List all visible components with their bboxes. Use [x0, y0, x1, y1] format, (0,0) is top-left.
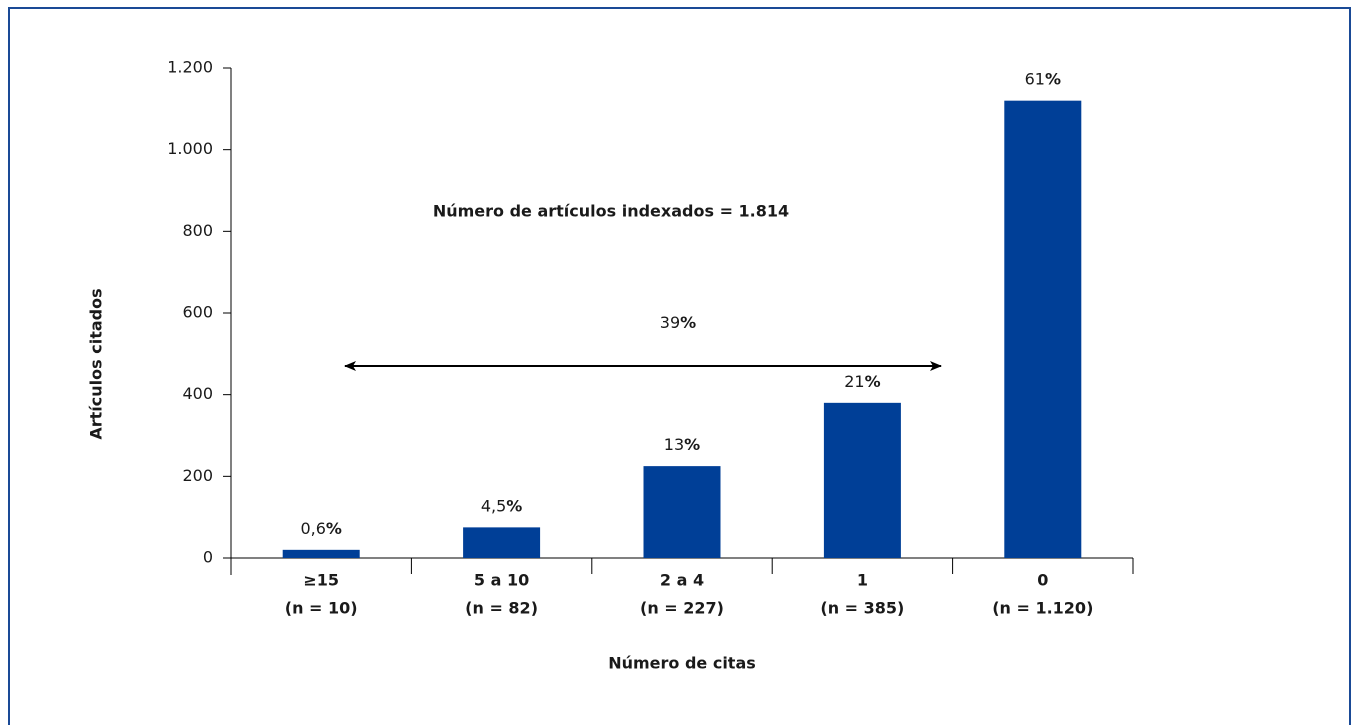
x-tick-note: (n = 1.120): [992, 599, 1093, 618]
y-axis-label: Artículos citados: [87, 288, 106, 439]
y-tick-label: 1.200: [167, 58, 213, 77]
x-tick-label: 5 a 10: [474, 571, 529, 590]
bar-label: 21%: [844, 371, 880, 390]
x-tick-label: 2 a 4: [660, 571, 704, 590]
x-tick-label: 0: [1037, 571, 1048, 590]
bar-label: 61%: [1025, 69, 1061, 88]
x-tick-label: 1: [857, 571, 868, 590]
x-tick-note: (n = 82): [465, 599, 538, 618]
bar-label: 13%: [664, 435, 700, 454]
x-tick-note: (n = 227): [640, 599, 724, 618]
y-tick-label: 400: [182, 384, 213, 403]
bar-label: 4,5%: [481, 496, 522, 515]
frame: [8, 7, 1351, 725]
bar: [282, 549, 360, 558]
x-tick-note: (n = 385): [820, 599, 904, 618]
y-tick-label: 1.000: [167, 139, 213, 158]
x-axis-label: Número de citas: [608, 654, 756, 673]
y-tick-label: 600: [182, 303, 213, 322]
y-tick-label: 200: [182, 466, 213, 485]
bar: [1004, 100, 1082, 559]
annotation: Número de artículos indexados = 1.814: [433, 202, 789, 221]
bar: [643, 466, 721, 558]
bar-label: 0,6%: [300, 518, 341, 537]
x-tick-note: (n = 10): [285, 599, 358, 618]
y-tick-label: 800: [182, 221, 213, 240]
x-tick-label: ≥15: [303, 571, 339, 590]
bar: [463, 527, 541, 558]
bar: [823, 402, 901, 558]
y-tick-label: 0: [203, 548, 213, 567]
annotation: 39%: [660, 313, 696, 332]
